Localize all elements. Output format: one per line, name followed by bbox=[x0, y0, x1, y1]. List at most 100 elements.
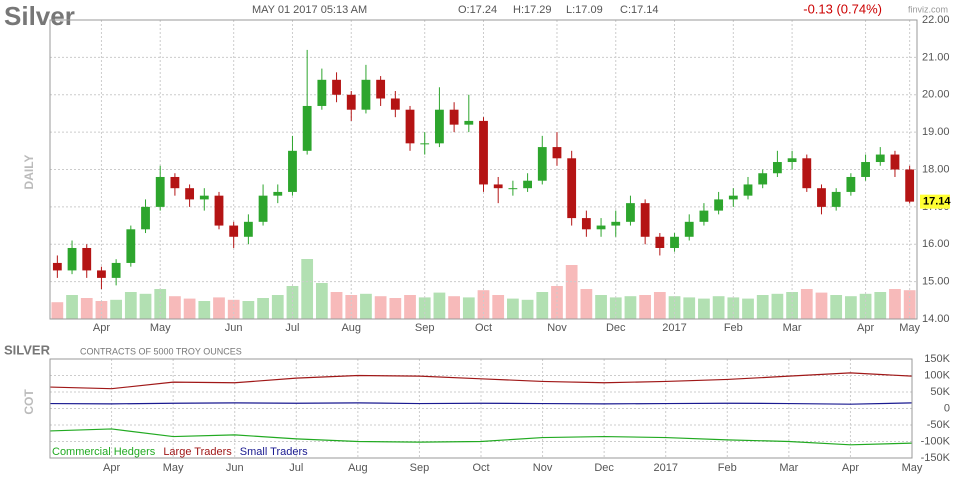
volume-bar bbox=[830, 295, 843, 319]
volume-bar bbox=[286, 286, 299, 319]
volume-bar bbox=[536, 292, 549, 319]
volume-bar bbox=[242, 301, 255, 319]
volume-bar bbox=[742, 298, 754, 319]
candle-body bbox=[802, 158, 812, 189]
candle-body bbox=[346, 94, 356, 110]
candle-body bbox=[361, 79, 371, 110]
candle-body bbox=[449, 109, 459, 125]
volume-bar bbox=[51, 302, 64, 319]
volume-bar bbox=[183, 298, 196, 319]
volume-bar bbox=[712, 296, 725, 319]
candle-body bbox=[875, 154, 885, 163]
y-tick-label: 150K bbox=[924, 353, 950, 365]
candle-body bbox=[126, 229, 136, 263]
volume-bar bbox=[507, 298, 519, 319]
candle-body bbox=[67, 247, 77, 271]
volume-bar bbox=[374, 296, 387, 319]
x-tick-label: Mar bbox=[783, 322, 802, 334]
date: MAY 01 2017 05:13 AM bbox=[252, 4, 367, 16]
x-tick-label: Apr bbox=[93, 322, 110, 334]
candle-body bbox=[861, 162, 870, 177]
candle-body bbox=[464, 120, 474, 125]
candle-body bbox=[684, 221, 694, 237]
y-tick-label: 0 bbox=[944, 402, 950, 414]
y-tick-label: 21.00 bbox=[922, 51, 950, 63]
volume-bar bbox=[698, 298, 710, 319]
cot-axis-label: COT bbox=[22, 389, 36, 415]
candle-body bbox=[155, 176, 165, 207]
candle-body bbox=[332, 79, 341, 95]
volume-bar bbox=[859, 293, 872, 319]
candle-body bbox=[728, 195, 738, 200]
change: -0.13 (0.74%) bbox=[803, 1, 882, 16]
volume-bar bbox=[639, 295, 652, 319]
cot-line bbox=[49, 402, 913, 405]
volume-bar bbox=[139, 293, 152, 319]
x-tick-label: May bbox=[902, 462, 923, 474]
volume-bar bbox=[448, 296, 460, 319]
candle-body bbox=[567, 158, 577, 219]
y-tick-label: -50K bbox=[927, 419, 951, 431]
x-tick-label: Aug bbox=[348, 462, 368, 474]
volume-bar bbox=[198, 301, 211, 319]
x-tick-label: May bbox=[163, 462, 184, 474]
candle-body bbox=[670, 236, 679, 248]
volume-bar bbox=[462, 297, 475, 319]
y-tick-label: 20.00 bbox=[922, 89, 950, 101]
x-tick-label: Nov bbox=[547, 322, 567, 334]
candle-body bbox=[317, 79, 327, 106]
legend-entry: Commercial Hedgers bbox=[52, 446, 156, 458]
x-tick-label: Oct bbox=[475, 322, 492, 334]
candle-body bbox=[82, 247, 92, 271]
volume-bar bbox=[521, 299, 534, 319]
plot-frame bbox=[49, 19, 918, 320]
volume-bar bbox=[756, 295, 769, 319]
cot-title: SILVER bbox=[4, 342, 51, 357]
x-tick-label: May bbox=[150, 322, 171, 334]
candle-body bbox=[508, 188, 518, 190]
volume-bar bbox=[257, 298, 269, 319]
candle-body bbox=[185, 188, 195, 200]
candle-body bbox=[817, 188, 826, 207]
x-tick-label: Feb bbox=[718, 462, 737, 474]
volume-bar bbox=[844, 296, 857, 319]
x-tick-label: May bbox=[899, 322, 920, 334]
volume-bar bbox=[360, 293, 372, 319]
candle-body bbox=[97, 270, 106, 278]
chart-title: Silver bbox=[4, 1, 75, 31]
volume-bar bbox=[492, 295, 505, 319]
volume-bar bbox=[595, 295, 607, 319]
candle-body bbox=[111, 262, 121, 278]
candle-body bbox=[479, 120, 488, 185]
x-tick-label: 2017 bbox=[662, 322, 686, 334]
volume-bar bbox=[345, 295, 358, 319]
y-tick-label: 100K bbox=[924, 369, 950, 381]
volume-bar bbox=[565, 265, 578, 319]
y-tick-label: 16.00 bbox=[922, 238, 950, 250]
candle-body bbox=[170, 176, 180, 189]
x-tick-label: Jun bbox=[226, 462, 244, 474]
x-tick-label: 2017 bbox=[653, 462, 677, 474]
candle-body bbox=[611, 221, 621, 226]
candle-body bbox=[493, 184, 503, 189]
y-axis-label: DAILY bbox=[22, 155, 36, 190]
candle-body bbox=[640, 203, 650, 237]
candle-body bbox=[229, 225, 239, 237]
x-tick-label: Oct bbox=[472, 462, 489, 474]
candle-body bbox=[243, 221, 253, 237]
x-tick-label: Jul bbox=[285, 322, 299, 334]
candle-body bbox=[758, 173, 768, 185]
candle-body bbox=[787, 158, 797, 163]
candle-body bbox=[141, 206, 150, 230]
candle-body bbox=[714, 199, 724, 211]
candle-body bbox=[302, 105, 312, 151]
x-tick-label: Nov bbox=[533, 462, 553, 474]
volume-bar bbox=[169, 296, 181, 319]
volume-bar bbox=[124, 292, 137, 319]
volume-bar bbox=[551, 286, 563, 319]
candle-body bbox=[288, 150, 297, 192]
candle-body bbox=[523, 180, 532, 189]
candle-body bbox=[655, 236, 665, 248]
candle-body bbox=[258, 195, 268, 222]
candle-body bbox=[273, 191, 283, 196]
